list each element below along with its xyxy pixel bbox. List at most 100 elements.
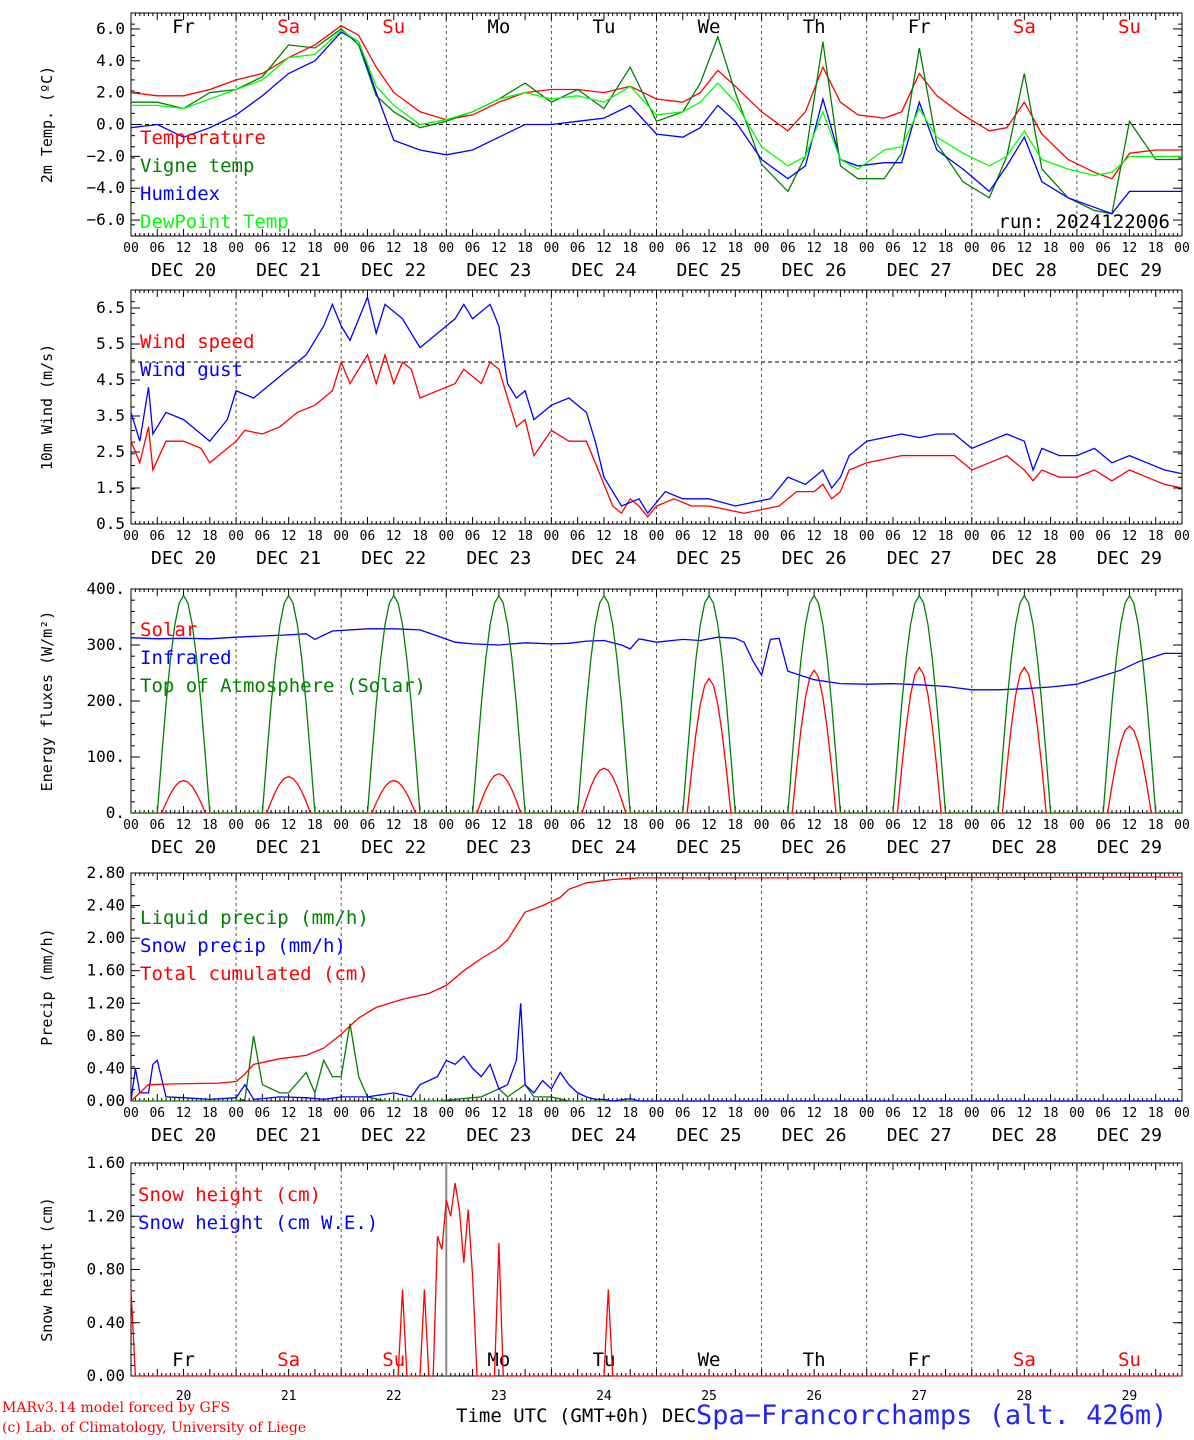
x-hour-label: 00 bbox=[964, 818, 980, 833]
x-hour-label: 00 bbox=[754, 241, 770, 256]
y-tick-label: 1.60 bbox=[86, 1153, 125, 1172]
x-hour-label: 00 bbox=[964, 1106, 980, 1121]
x-hour-label: 18 bbox=[517, 241, 533, 256]
legend-entry: DewPoint Temp bbox=[140, 211, 289, 233]
series-line-vigne-temp bbox=[131, 28, 1182, 215]
station-title: Spa−Francorchamps (alt. 426m) bbox=[696, 1400, 1168, 1431]
y-tick-label: 0.00 bbox=[86, 1091, 125, 1110]
x-date-label: DEC 25 bbox=[677, 1125, 742, 1146]
weekday-label: Mo bbox=[487, 16, 510, 38]
x-hour-label: 18 bbox=[307, 529, 323, 544]
x-hour-label: 18 bbox=[412, 241, 428, 256]
day-number-label: 26 bbox=[806, 1389, 822, 1404]
x-date-label: DEC 27 bbox=[887, 837, 952, 858]
x-hour-label: 18 bbox=[517, 529, 533, 544]
x-date-label: DEC 22 bbox=[361, 548, 426, 569]
x-hour-label: 12 bbox=[176, 529, 192, 544]
y-tick-label: 6.5 bbox=[96, 298, 125, 317]
x-hour-label: 00 bbox=[859, 241, 875, 256]
x-date-label: DEC 25 bbox=[677, 837, 742, 858]
y-tick-label: 0.0 bbox=[96, 115, 125, 134]
x-hour-label: 18 bbox=[202, 241, 218, 256]
x-hour-label: 00 bbox=[123, 1106, 139, 1121]
x-hour-label: 12 bbox=[386, 1106, 402, 1121]
x-hour-label: 00 bbox=[123, 241, 139, 256]
weekday-label: Sa bbox=[1013, 16, 1036, 38]
x-hour-label: 12 bbox=[281, 1106, 297, 1121]
y-tick-label: 0. bbox=[106, 803, 125, 822]
x-hour-label: 12 bbox=[1122, 818, 1138, 833]
day-number-label: 20 bbox=[176, 1389, 192, 1404]
x-hour-label: 06 bbox=[1095, 241, 1111, 256]
x-hour-label: 06 bbox=[1095, 529, 1111, 544]
y-tick-label: 1.20 bbox=[86, 993, 125, 1012]
legend-entry: Infrared bbox=[140, 647, 232, 669]
weekday-label: Fr bbox=[172, 16, 195, 38]
weekday-label: Fr bbox=[172, 1349, 195, 1371]
x-hour-label: 12 bbox=[806, 241, 822, 256]
x-date-label: DEC 21 bbox=[256, 548, 321, 569]
y-tick-label: 400. bbox=[86, 579, 125, 598]
x-hour-label: 06 bbox=[465, 529, 481, 544]
series-line-snow-height-cm- bbox=[130, 1182, 1182, 1377]
x-hour-label: 12 bbox=[176, 818, 192, 833]
series-line-wind-gust bbox=[130, 295, 1183, 515]
legend-entry: Wind speed bbox=[140, 331, 254, 353]
weekday-label: Th bbox=[803, 1349, 826, 1371]
x-date-label: DEC 28 bbox=[992, 1125, 1057, 1146]
x-hour-label: 06 bbox=[255, 818, 271, 833]
x-hour-label: 12 bbox=[491, 529, 507, 544]
x-date-label: DEC 26 bbox=[782, 1125, 847, 1146]
x-date-label: DEC 28 bbox=[992, 548, 1057, 569]
y-axis-label: Precip (mm/h) bbox=[38, 928, 56, 1045]
y-tick-label: 0.5 bbox=[96, 514, 125, 533]
day-number-label: 25 bbox=[701, 1389, 717, 1404]
legend-entry: Liquid precip (mm/h) bbox=[140, 907, 369, 929]
x-hour-label: 06 bbox=[885, 818, 901, 833]
x-date-label: DEC 20 bbox=[151, 837, 216, 858]
x-date-label: DEC 20 bbox=[151, 1125, 216, 1146]
day-number-label: 28 bbox=[1017, 1389, 1033, 1404]
x-hour-label: 00 bbox=[1174, 241, 1190, 256]
panel-wind: 6.5 5.5 4.5 3.5 2.5 1.5 0.5 10m Wind (m/s) 00 06 1… bbox=[38, 289, 1190, 569]
x-date-label: DEC 22 bbox=[361, 260, 426, 281]
x-date-label: DEC 24 bbox=[571, 837, 636, 858]
y-axis-label: Energy fluxes (W/m²) bbox=[38, 611, 56, 792]
series-line-temperature bbox=[130, 24, 1182, 180]
panel-precip: 2.80 2.40 2.00 1.60 1.20 0.80 0.40 0.00 Precip (… bbox=[38, 863, 1190, 1146]
x-hour-label: 12 bbox=[911, 818, 927, 833]
panel-snow: 1.60 1.20 0.80 0.40 0.00 Snow height (cm) Fr Sa… bbox=[38, 1153, 1183, 1404]
x-hour-label: 00 bbox=[333, 241, 349, 256]
x-hour-label: 18 bbox=[622, 818, 638, 833]
y-axis-label: Snow height (cm) bbox=[38, 1197, 56, 1342]
y-tick-label: 0.40 bbox=[86, 1313, 125, 1332]
y-tick-label: 200. bbox=[86, 691, 125, 710]
x-date-label: DEC 29 bbox=[1097, 837, 1162, 858]
x-hour-label: 00 bbox=[754, 818, 770, 833]
day-number-label: 22 bbox=[386, 1389, 402, 1404]
x-hour-label: 00 bbox=[544, 1106, 560, 1121]
x-hour-label: 12 bbox=[1017, 241, 1033, 256]
x-hour-label: 00 bbox=[438, 529, 454, 544]
x-hour-label: 00 bbox=[1069, 241, 1085, 256]
x-hour-label: 18 bbox=[412, 529, 428, 544]
x-date-label: DEC 28 bbox=[992, 837, 1057, 858]
x-hour-label: 00 bbox=[754, 1106, 770, 1121]
x-hour-label: 06 bbox=[465, 1106, 481, 1121]
x-hour-label: 06 bbox=[360, 818, 376, 833]
weekday-label: Fr bbox=[908, 1349, 931, 1371]
x-hour-label: 00 bbox=[1069, 529, 1085, 544]
day-number-label: 21 bbox=[281, 1389, 297, 1404]
legend-entry: Top of Atmosphere (Solar) bbox=[140, 675, 426, 697]
weekday-label: Su bbox=[382, 16, 405, 38]
x-hour-label: 06 bbox=[990, 1106, 1006, 1121]
x-hour-label: 18 bbox=[833, 529, 849, 544]
x-date-label: DEC 21 bbox=[256, 1125, 321, 1146]
x-hour-label: 12 bbox=[491, 1106, 507, 1121]
x-hour-label: 06 bbox=[780, 241, 796, 256]
x-hour-label: 06 bbox=[780, 529, 796, 544]
x-date-label: DEC 29 bbox=[1097, 548, 1162, 569]
x-hour-label: 12 bbox=[1122, 1106, 1138, 1121]
legend-entry: Vigne temp bbox=[140, 155, 254, 177]
series-line-wind-speed bbox=[130, 352, 1183, 518]
